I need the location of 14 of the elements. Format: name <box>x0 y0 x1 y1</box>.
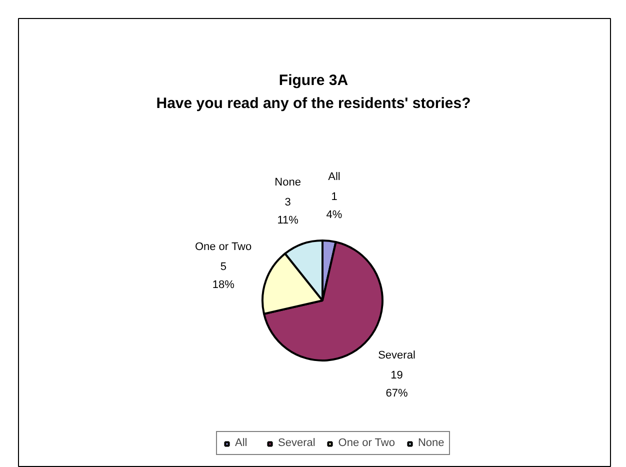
slice-label: None <box>274 176 301 188</box>
data-label: 19 67% <box>386 370 408 400</box>
legend-label: All <box>235 437 248 449</box>
data-label: 5 18% <box>212 260 235 291</box>
slice-label: All <box>328 171 340 184</box>
legend-label: None <box>418 437 444 449</box>
data-label: 1 4% <box>326 191 342 222</box>
legend-label: Several <box>278 437 316 449</box>
chart-subtitle: Have you read any of the residents' stories? <box>156 95 471 112</box>
chart-title: Figure 3A <box>278 72 348 89</box>
slice-label: One or Two <box>194 240 252 253</box>
slice-label: Several <box>378 350 416 362</box>
data-label: 3 11% <box>277 196 299 226</box>
legend-label: One or Two <box>338 437 395 449</box>
